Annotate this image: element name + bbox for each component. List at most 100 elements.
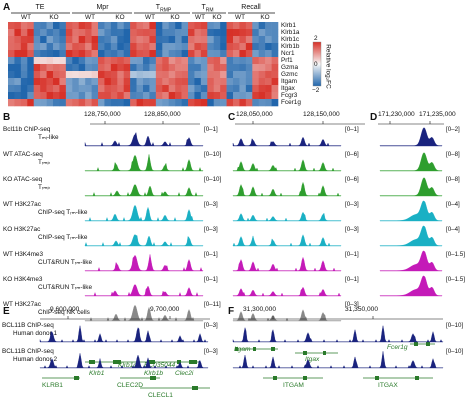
e-track-2-label-1: BCL11B ChIP-seq: [2, 348, 54, 355]
heatmap-cell: [78, 29, 86, 37]
b-track-range: [0–1]: [204, 276, 218, 283]
gene-label-klrb1a: Klrb1a: [281, 29, 300, 37]
signal-track: [84, 154, 204, 172]
heatmap-cell: [162, 85, 170, 93]
heatmap-cell: [98, 43, 105, 51]
gene-label-ncr1: Ncr1: [281, 50, 295, 58]
heatmap-cell: [181, 22, 189, 30]
signal-track: [379, 250, 443, 272]
heatmap-cell: [149, 92, 157, 100]
heatmap-cell: [265, 43, 272, 51]
heatmap-cell: [8, 85, 15, 93]
heatmap-cell: [213, 50, 221, 58]
heatmap-cell: [8, 71, 15, 79]
sub-mpr-wt: WT: [85, 14, 95, 21]
heatmap-cell: [200, 78, 208, 86]
heatmap-cell: [207, 43, 215, 51]
heatmap-cell: [85, 57, 92, 65]
heatmap-cell: [207, 57, 215, 65]
heatmap-cell: [59, 99, 67, 107]
heatmap-cell: [123, 92, 131, 100]
heatmap-cell: [258, 57, 266, 65]
heatmap-cell: [20, 99, 28, 107]
heatmap-cell: [20, 29, 28, 37]
heatmap-cell: [14, 57, 22, 65]
heatmap-cell: [53, 36, 60, 44]
heatmap-cell: [104, 22, 112, 30]
heatmap-cell: [72, 85, 80, 93]
heatmap-cell: [98, 36, 105, 44]
heatmap-cell: [265, 78, 272, 86]
heatmap-cell: [245, 78, 253, 86]
heatmap-cell: [40, 78, 47, 86]
signal-track: [84, 204, 204, 222]
signal-track: [232, 136, 342, 147]
heatmap-grid: [8, 22, 279, 107]
heatmap-cell: [245, 43, 253, 51]
heatmap-cell: [188, 43, 195, 51]
heatmap-cell: [78, 92, 86, 100]
heatmap-cell: [213, 78, 221, 86]
group-brackets: [11, 12, 275, 14]
heatmap-cell: [168, 36, 176, 44]
heatmap-cell: [143, 64, 150, 72]
heatmap-cell: [188, 57, 195, 65]
heatmap-cell: [40, 99, 47, 107]
panel-b-tracks: [84, 131, 204, 322]
sub-trm-ko: KO: [212, 14, 222, 21]
heatmap-cell: [27, 85, 35, 93]
gene-label-clecl1: CLECL1: [148, 392, 173, 399]
heatmap-cell: [8, 57, 15, 65]
heatmap-cell: [213, 99, 221, 107]
heatmap-cell: [181, 57, 189, 65]
heatmap-cell: [271, 36, 279, 44]
heatmap-cell: [98, 85, 105, 93]
heatmap-cell: [245, 92, 253, 100]
heatmap-cell: [59, 57, 67, 65]
heatmap-cell: [200, 92, 208, 100]
heatmap-cell: [59, 43, 67, 51]
heatmap-cell: [40, 50, 47, 58]
heatmap-cell: [85, 43, 92, 51]
heatmap-cell: [46, 92, 54, 100]
heatmap-cell: [136, 50, 144, 58]
heatmap-cell: [213, 85, 221, 93]
heatmap-cell: [27, 99, 35, 107]
signal-track: [232, 234, 342, 247]
heatmap-cell: [245, 85, 253, 93]
heatmap-cell: [265, 36, 272, 44]
heatmap-cell: [226, 29, 234, 37]
heatmap-cell: [200, 50, 208, 58]
heatmap-cell: [168, 64, 176, 72]
b-track-sublabel: ChIP-seq Tᵣₘ-like: [38, 209, 88, 216]
heatmap-cell: [226, 64, 234, 72]
heatmap-cell: [271, 43, 279, 51]
heatmap-cell: [194, 43, 202, 51]
heatmap-cell: [175, 29, 182, 37]
c-track-range: [0–3]: [345, 301, 359, 308]
heatmap-cell: [265, 92, 272, 100]
signal-track: [379, 127, 443, 147]
heatmap-cell: [265, 29, 272, 37]
group-header-recall: Recall: [241, 4, 261, 11]
heatmap-cell: [194, 92, 202, 100]
heatmap-cell: [239, 57, 247, 65]
panel-d-axis: [378, 121, 444, 125]
heatmap-cell: [78, 99, 86, 107]
heatmap-cell: [200, 36, 208, 44]
heatmap-cell: [265, 85, 272, 93]
heatmap-cell: [233, 64, 240, 72]
heatmap-cell: [175, 71, 182, 79]
heatmap-cell: [110, 50, 118, 58]
heatmap-cell: [33, 50, 41, 58]
panel-f-coord-2: 31,350,000: [345, 306, 379, 313]
signal-track: [232, 325, 444, 343]
heatmap-cell: [149, 85, 157, 93]
heatmap-cell: [110, 22, 118, 30]
heatmap-cell: [265, 64, 272, 72]
heatmap-cell: [233, 92, 240, 100]
b-track-range: [0–3]: [204, 201, 218, 208]
heatmap-cell: [53, 99, 60, 107]
heatmap-cell: [104, 36, 112, 44]
heatmap-cell: [226, 43, 234, 51]
